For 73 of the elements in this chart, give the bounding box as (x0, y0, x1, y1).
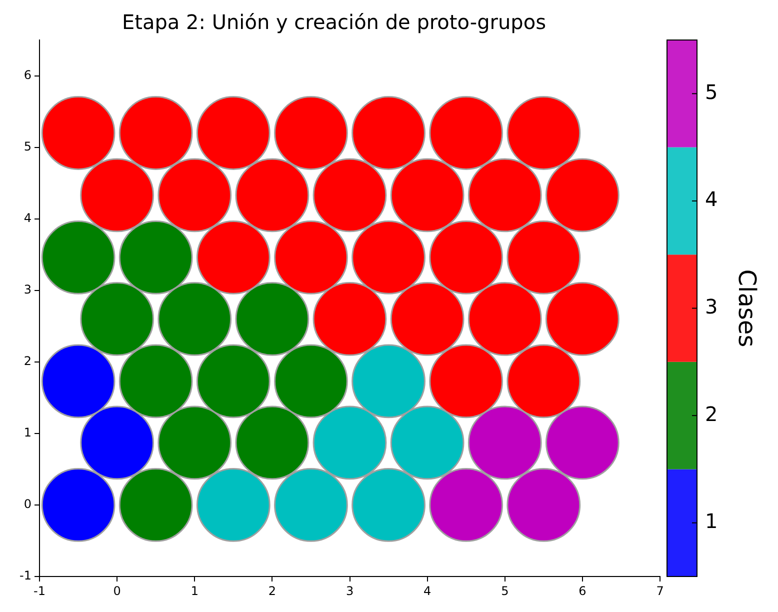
point (80, 406, 154, 480)
x-tick-label: 1 (190, 584, 198, 598)
color-bar-label: 4 (705, 187, 718, 212)
point (235, 158, 310, 232)
point (196, 344, 270, 418)
point (468, 406, 542, 480)
y-tick-label: 6 (24, 68, 32, 82)
point (506, 96, 581, 170)
point (158, 282, 232, 356)
point (506, 344, 581, 418)
x-tick-label: 7 (656, 584, 664, 598)
point (545, 158, 620, 232)
point (41, 220, 116, 294)
point (80, 282, 154, 356)
x-tick-label: 6 (578, 584, 586, 598)
color-bar-label: 2 (705, 402, 718, 426)
point (118, 96, 193, 170)
point (468, 282, 542, 356)
point (506, 468, 581, 542)
point (390, 158, 464, 232)
point (41, 96, 116, 170)
point (274, 220, 348, 294)
point (118, 344, 193, 418)
point (545, 406, 620, 480)
y-tick-label: 5 (24, 139, 32, 154)
point (41, 344, 116, 418)
y-tick-label: 2 (24, 354, 32, 368)
point (235, 406, 310, 480)
point (235, 282, 310, 356)
x-tick-label: 2 (268, 584, 276, 598)
point (390, 282, 464, 356)
y-tick-label: 0 (24, 497, 32, 512)
point (506, 220, 581, 294)
point (274, 344, 348, 418)
point (352, 344, 426, 418)
x-tick-label: 0 (113, 584, 121, 598)
point (390, 406, 464, 480)
point (468, 158, 542, 232)
y-tick-label: 4 (24, 210, 32, 225)
point (429, 344, 504, 418)
point (118, 468, 193, 542)
x-tick-label: 5 (501, 584, 509, 598)
color-bar-label: 5 (705, 80, 718, 104)
point (429, 468, 504, 542)
point (41, 468, 116, 542)
point (352, 220, 426, 294)
point (196, 96, 270, 170)
point (118, 220, 193, 294)
point (80, 158, 154, 232)
y-tick-label: -1 (20, 568, 32, 583)
color-bar-label: 3 (705, 294, 718, 318)
point (352, 96, 426, 170)
point (312, 158, 387, 232)
point (429, 96, 504, 170)
x-tick-label: -1 (34, 584, 46, 598)
point (545, 282, 620, 356)
point (158, 406, 232, 480)
chart-title: Etapa 2: Unión y creación de proto-grupos (122, 10, 546, 34)
point (312, 282, 387, 356)
color-bar-title: Clases (732, 269, 761, 348)
y-tick-label: 3 (24, 282, 32, 296)
point (158, 158, 232, 232)
point (196, 468, 270, 542)
y-tick-label: 1 (24, 426, 32, 440)
point (352, 468, 426, 542)
x-tick-label: 3 (346, 584, 354, 598)
x-tick-label: 4 (423, 584, 432, 598)
point (274, 96, 348, 170)
point (274, 468, 348, 542)
point (196, 220, 270, 294)
color-bar-label: 1 (705, 509, 718, 534)
point (312, 406, 387, 480)
point (429, 220, 504, 294)
